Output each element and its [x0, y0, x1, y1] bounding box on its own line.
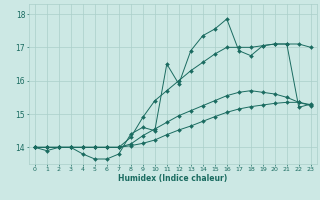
X-axis label: Humidex (Indice chaleur): Humidex (Indice chaleur) — [118, 174, 228, 183]
